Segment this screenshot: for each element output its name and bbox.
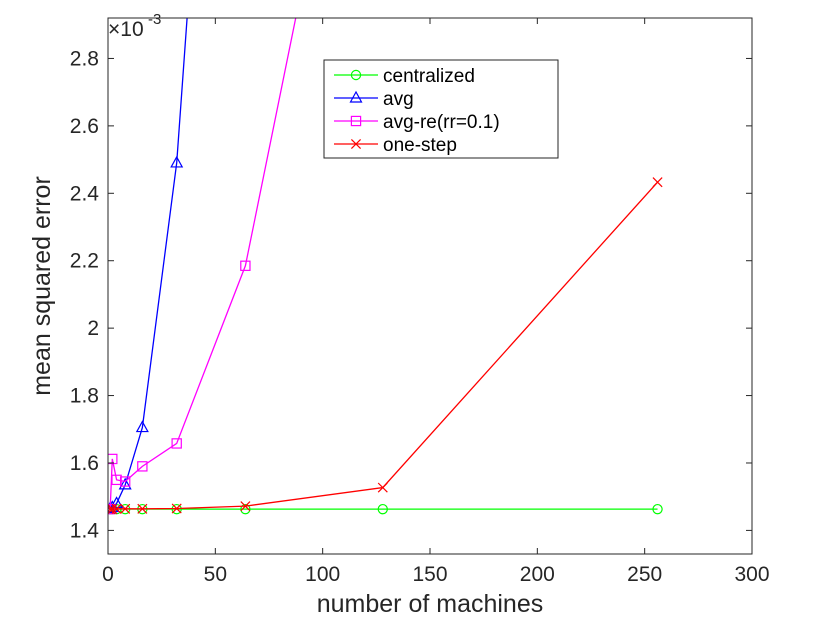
y-tick-label: 2.6 — [70, 115, 99, 138]
data-point — [377, 503, 388, 515]
data-point — [240, 501, 251, 512]
data-point — [652, 503, 663, 515]
data-point — [171, 503, 182, 514]
y-tick-label: 1.4 — [70, 519, 100, 542]
x-tick-label: 150 — [412, 563, 447, 586]
data-point — [652, 177, 663, 188]
data-point — [170, 155, 184, 168]
y-multiplier: ×10 -3 — [108, 11, 161, 41]
y-tick-label: 2.2 — [70, 250, 99, 273]
x-tick-label: 200 — [520, 563, 555, 586]
legend-label: avg-re(rr=0.1) — [383, 112, 500, 133]
legend-marker — [350, 138, 362, 150]
y-tick-label: 2.4 — [70, 182, 100, 205]
legend-label: avg — [383, 89, 414, 110]
data-point — [118, 477, 132, 490]
data-point — [111, 503, 122, 514]
y-tick-label: 2.8 — [70, 47, 99, 70]
data-point — [120, 503, 131, 514]
data-point — [108, 504, 118, 515]
y-axis-label: mean squared error — [28, 176, 56, 396]
y-tick-label: 2 — [87, 317, 99, 340]
x-tick-label: 250 — [627, 563, 662, 586]
series-layer — [108, 18, 663, 515]
legend-label: centralized — [383, 66, 475, 87]
x-tick-label: 0 — [102, 563, 114, 586]
y-tick-label: 1.6 — [70, 452, 99, 475]
data-point — [108, 453, 118, 465]
x-tick-label: 50 — [204, 563, 227, 586]
data-point — [137, 503, 148, 514]
y-multiplier-exponent: -3 — [148, 11, 161, 28]
legend-marker — [350, 69, 362, 81]
data-point — [135, 420, 149, 433]
data-point — [137, 461, 148, 472]
data-point — [240, 503, 251, 515]
y-tick-label: 1.8 — [70, 385, 99, 408]
ticks-layer: 0 50 100 150 200 250 300 1.4 1.6 1.8 2 2.2 2.4 2.6 2.8 — [70, 18, 770, 586]
y-multiplier-base: ×10 — [108, 18, 144, 41]
data-point — [171, 438, 182, 449]
legend-marker — [349, 90, 363, 103]
x-axis-label: number of machines — [317, 590, 544, 618]
data-point — [110, 496, 124, 509]
data-point — [240, 260, 251, 271]
x-tick-label: 100 — [305, 563, 340, 586]
series-line — [109, 18, 297, 510]
data-point — [111, 474, 122, 486]
x-tick-label: 300 — [734, 563, 769, 586]
data-point — [119, 476, 131, 487]
legend-label: one-step — [383, 135, 457, 156]
data-point — [377, 482, 388, 493]
legend-marker — [350, 115, 362, 127]
series-one-step — [108, 177, 663, 515]
legend-box — [323, 59, 559, 159]
